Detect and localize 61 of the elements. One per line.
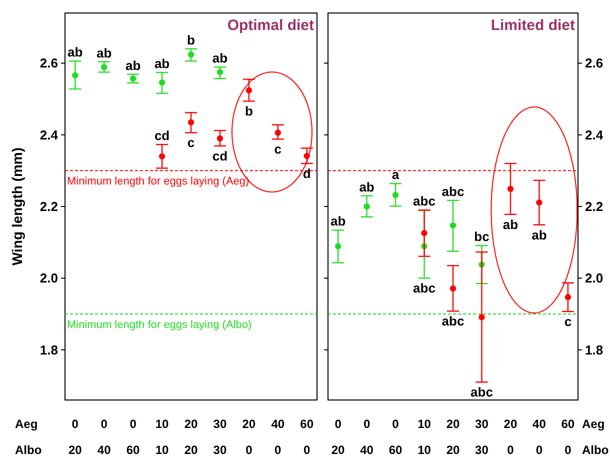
annotation: bc (474, 229, 490, 244)
y-tick-label: 2.0 (585, 270, 604, 286)
x-tick-label: 40 0 (271, 417, 285, 457)
x-tick-label: 20 0 (242, 417, 256, 457)
x-tick-label: 60 0 (300, 417, 314, 457)
annotation: abc (442, 314, 464, 329)
annotation: c (274, 142, 282, 157)
y-tick-label: 2.4 (40, 127, 59, 142)
x-tick-label: 0 40 (97, 417, 112, 457)
annotation: ab (359, 179, 374, 194)
y-tick-label: 1.8 (585, 342, 604, 358)
x-tick-label: 20 20 (184, 417, 198, 457)
x-tick-label: 60 0 (561, 417, 575, 457)
y-tick-label: 2.4 (585, 127, 604, 142)
ref-line-label: Minimum length for eggs laying (Aeg) (67, 176, 250, 188)
y-axis-title: Wing length (mm) (9, 147, 25, 266)
annotation: d (302, 166, 311, 182)
text: Albo (15, 443, 42, 457)
annotation: ab (68, 44, 83, 60)
y-tick-label: 2.0 (40, 270, 58, 286)
y-tick-label: 2.6 (40, 56, 58, 71)
ref-line-label: Minimum length for eggs laying (Albo) (67, 319, 252, 331)
annotation: ab (212, 50, 228, 66)
x-tick-label: 10 10 (418, 417, 432, 457)
text: Aeg (15, 417, 38, 431)
annotation: abc (413, 194, 436, 209)
y-tick-label: 2.6 (585, 56, 604, 71)
x-tick-label: 10 10 (155, 417, 170, 457)
annotation: ab (125, 58, 141, 73)
annotation: abc (470, 384, 493, 400)
annotation: abc (413, 280, 436, 296)
x-tick-label: 0 40 (360, 417, 374, 457)
annotation: b (187, 32, 196, 48)
annotation: a (392, 167, 400, 182)
y-tick-label: 2.2 (585, 199, 604, 214)
chart-title: Limited diet (490, 17, 576, 34)
x-tick-label: 0 60 (126, 417, 140, 457)
annotation: ab (532, 227, 547, 242)
annotation: c (564, 314, 572, 330)
x-tick-label: 40 0 (532, 417, 546, 457)
x-tick-label: 0 20 (68, 417, 82, 457)
annotation: cd (212, 148, 228, 164)
annotation: ab (154, 56, 170, 72)
annotation: ab (96, 45, 112, 60)
x-tick-label: 30 30 (213, 417, 227, 457)
text: Albo (582, 443, 609, 457)
annotation: b (244, 104, 253, 119)
annotation: ab (502, 216, 518, 232)
y-tick-label: 1.8 (40, 342, 58, 358)
chart-title: Optimal diet (227, 17, 314, 34)
x-tick-label: 20 20 (446, 417, 460, 457)
y-tick-label: 2.2 (40, 199, 58, 214)
x-tick-label: 30 30 (475, 417, 489, 457)
annotation: ab (330, 214, 346, 229)
x-tick-label: 0 60 (388, 417, 403, 457)
annotation: cd (154, 128, 170, 144)
text: Aeg (582, 417, 605, 431)
annotation: abc (442, 184, 464, 199)
x-tick-label: 20 0 (504, 417, 518, 457)
annotation: c (187, 135, 195, 150)
x-tick-label: 0 20 (331, 417, 346, 457)
